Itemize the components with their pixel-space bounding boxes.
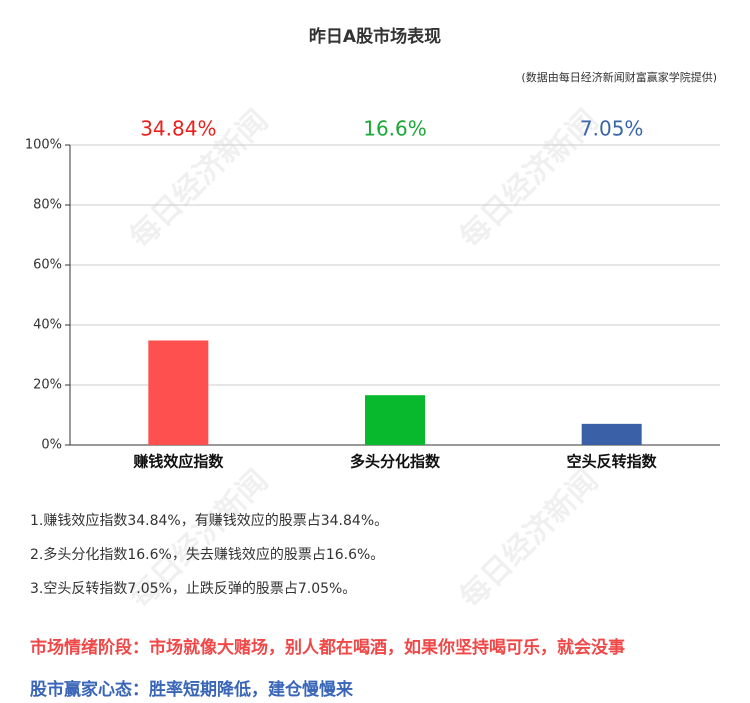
note: 2.多头分化指数16.6%，失去赚钱效应的股票占16.6%。 (30, 546, 384, 563)
x-tick-label: 空头反转指数 (567, 453, 658, 471)
chart-title: 昨日A股市场表现 (309, 26, 441, 47)
x-tick-label: 赚钱效应指数 (132, 453, 224, 471)
mindset: 股市赢家心态：胜率短期降低，建仓慢慢来 (30, 679, 354, 699)
watermark: 每日经济新闻 (453, 463, 605, 615)
bar (148, 340, 209, 445)
y-tick-label: 40% (33, 318, 62, 333)
sentiment: 市场情绪阶段：市场就像大赌场，别人都在喝酒，如果你坚持喝可乐，就会没事 (30, 637, 625, 658)
x-tick-label: 多头分化指数 (350, 453, 441, 471)
bar (365, 395, 425, 445)
bar (581, 423, 642, 445)
y-tick-label: 0% (41, 438, 62, 453)
value-label: 34.84% (140, 117, 216, 141)
chart-subtitle: (数据由每日经济新闻财富赢家学院提供) (521, 70, 717, 84)
y-tick-label: 60% (33, 258, 62, 273)
y-tick-label: 100% (25, 138, 62, 153)
value-label: 7.05% (580, 117, 644, 141)
value-label: 16.6% (363, 117, 427, 141)
y-tick-label: 20% (33, 378, 62, 393)
y-tick-label: 80% (33, 198, 62, 213)
note: 1.赚钱效应指数34.84%，有赚钱效应的股票占34.84%。 (30, 512, 388, 529)
note: 3.空头反转指数7.05%，止跌反弹的股票占7.05%。 (30, 581, 356, 597)
